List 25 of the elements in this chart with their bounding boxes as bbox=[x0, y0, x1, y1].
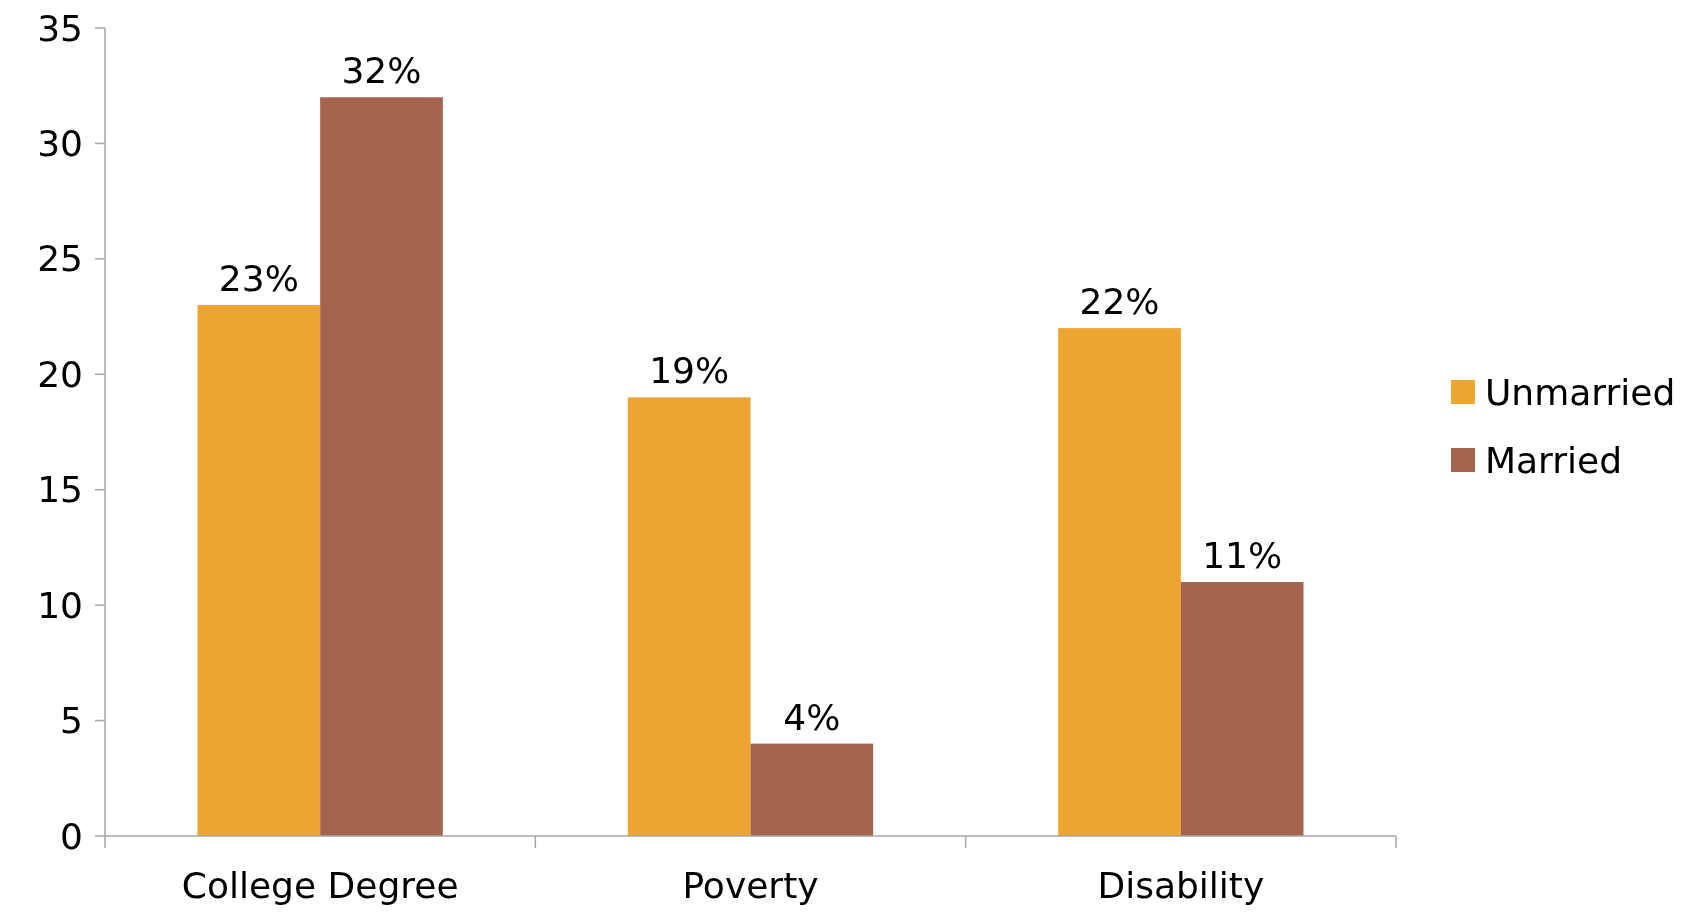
y-tick-label: 35 bbox=[37, 7, 83, 49]
x-tick-label: Poverty bbox=[682, 865, 819, 906]
bar bbox=[320, 97, 443, 836]
data-label: 4% bbox=[783, 696, 841, 738]
y-tick-label: 10 bbox=[37, 584, 83, 626]
legend-label: Married bbox=[1485, 439, 1623, 481]
y-tick-label: 5 bbox=[60, 700, 83, 742]
legend-label: Unmarried bbox=[1485, 371, 1676, 413]
y-tick-label: 20 bbox=[37, 353, 83, 395]
y-tick-label: 30 bbox=[37, 123, 83, 165]
bar bbox=[750, 743, 874, 836]
data-label: 32% bbox=[341, 50, 422, 92]
data-label: 19% bbox=[649, 350, 730, 392]
bar bbox=[627, 397, 751, 836]
x-tick-label: Disability bbox=[1097, 865, 1265, 906]
x-tick-label: College Degree bbox=[181, 865, 459, 906]
data-label: 23% bbox=[218, 258, 299, 300]
bar bbox=[1058, 328, 1181, 836]
y-tick-label: 25 bbox=[37, 238, 83, 280]
y-tick-label: 15 bbox=[37, 469, 83, 511]
data-label: 22% bbox=[1079, 281, 1160, 323]
bar bbox=[197, 305, 321, 836]
data-label: 11% bbox=[1202, 535, 1283, 577]
bar bbox=[1180, 582, 1304, 836]
y-tick-label: 0 bbox=[60, 815, 83, 857]
